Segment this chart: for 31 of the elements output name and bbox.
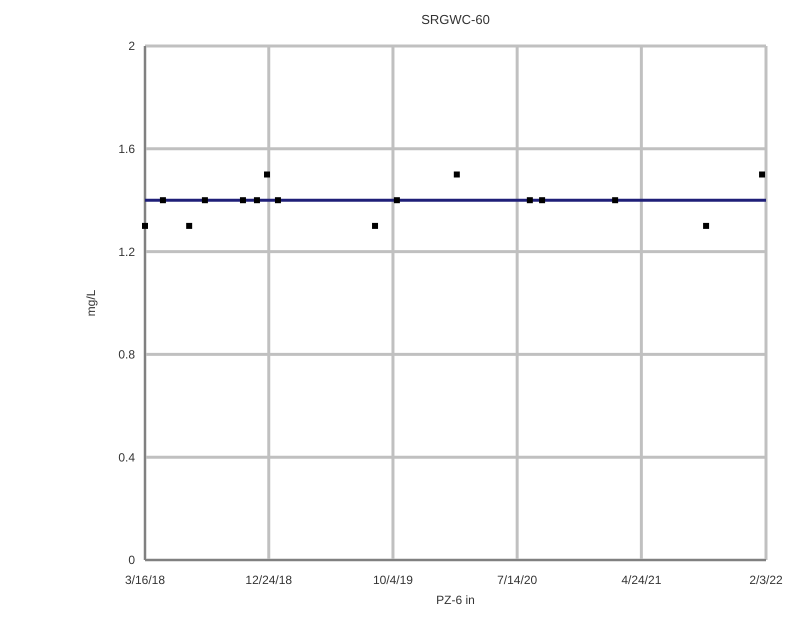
x-axis-title: PZ-6 in	[436, 593, 475, 607]
x-tick-label: 3/16/18	[124, 573, 166, 587]
point	[160, 197, 166, 204]
y-tick-label: 1.6	[118, 142, 136, 156]
y-tick-label: 0.4	[118, 450, 136, 464]
y-axis-title: mg/L	[84, 289, 98, 316]
point	[202, 197, 208, 204]
point	[703, 222, 710, 229]
point	[142, 222, 148, 229]
point	[759, 172, 766, 178]
x-tick-label: 4/24/21	[621, 573, 662, 587]
point	[264, 172, 270, 178]
y-tick-label: 2	[128, 39, 136, 54]
point	[394, 197, 400, 204]
point	[186, 222, 192, 229]
point	[612, 197, 618, 204]
y-tick-label: 1.2	[118, 244, 136, 259]
chart-title: SRGWC-60	[421, 12, 490, 27]
y-tick-label: 0.8	[118, 348, 136, 362]
point	[539, 197, 546, 204]
point	[240, 197, 246, 204]
x-tick-label: 7/14/20	[497, 573, 538, 587]
point	[526, 197, 533, 204]
y-tick-label: 0	[128, 553, 136, 568]
point	[254, 197, 260, 204]
point	[372, 222, 378, 229]
x-tick-label: 10/4/19	[372, 573, 414, 587]
point	[454, 172, 460, 178]
x-tick-label: 12/24/18	[245, 573, 292, 587]
point	[274, 197, 281, 204]
x-tick-label: 2/3/22	[749, 573, 783, 587]
